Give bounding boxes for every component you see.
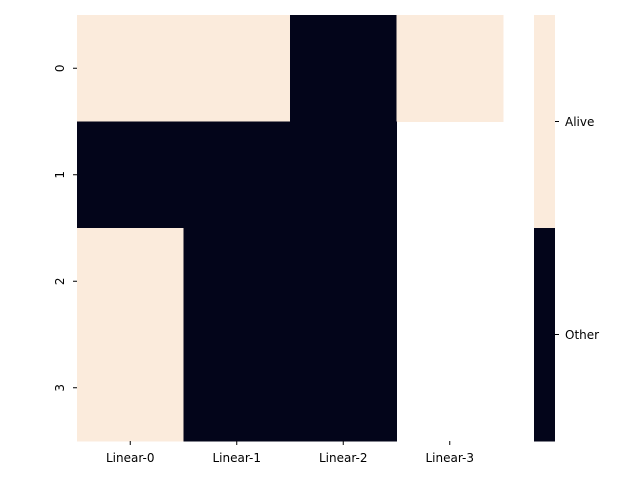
y-tick-label: 0 [53,64,67,72]
heatmap-cell [183,15,291,122]
y-tick-label: 2 [53,277,67,285]
y-tick-label: 3 [53,384,67,392]
colorbar: Alive Other [534,15,599,442]
heatmap-cells [77,15,504,442]
heatmap-cell [77,121,184,229]
heatmap-cell [290,228,397,335]
colorbar-label: Alive [565,115,594,129]
heatmap-cell [396,15,504,122]
heatmap-cell [77,15,184,122]
colorbar-label: Other [565,328,599,342]
heatmap-cell [183,121,291,229]
colorbar-segment [534,228,555,442]
heatmap-cell [183,228,291,335]
heatmap-cell [290,121,397,229]
colorbar-segment [534,15,555,229]
x-tick-label: Linear-3 [426,451,475,465]
y-axis: 0 1 2 3 [53,64,77,392]
heatmap-cell [77,228,184,335]
x-tick-label: Linear-2 [319,451,368,465]
heatmap-cell [77,334,184,442]
x-tick-label: Linear-1 [213,451,262,465]
heatmap-cell [290,15,397,122]
heatmap-cell [290,334,397,442]
heatmap-cell [183,334,291,442]
x-tick-label: Linear-0 [106,451,155,465]
y-tick-label: 1 [53,171,67,179]
x-axis: Linear-0 Linear-1 Linear-2 Linear-3 [106,441,474,465]
